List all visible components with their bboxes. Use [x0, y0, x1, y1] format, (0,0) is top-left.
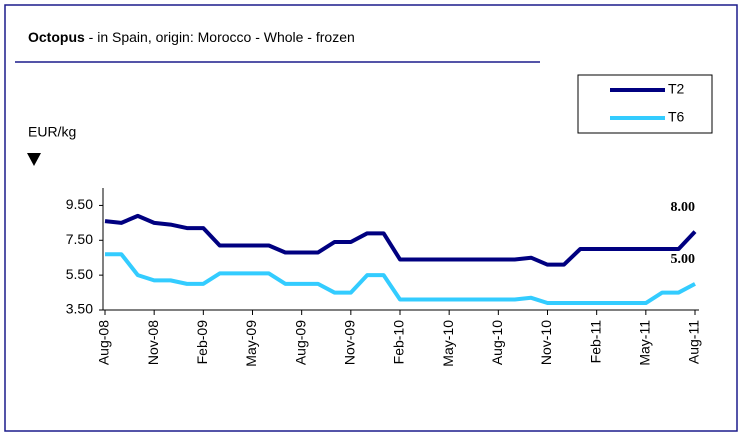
- frame: [4, 4, 738, 432]
- y-tick-label: 3.50: [66, 301, 93, 317]
- chart-title: Octopus - in Spain, origin: Morocco - Wh…: [28, 29, 355, 45]
- y-tick-label: 9.50: [66, 196, 93, 212]
- x-tick-label: Feb-09: [194, 320, 210, 365]
- x-tick-label: Feb-10: [391, 320, 407, 365]
- x-tick-label: May-11: [637, 320, 653, 366]
- y-tick-label: 5.50: [66, 266, 93, 282]
- legend-box: [577, 74, 713, 134]
- x-tick-label: Aug-11: [686, 320, 702, 364]
- x-tick-label: May-10: [440, 320, 456, 367]
- x-tick-label: Feb-11: [587, 320, 603, 364]
- data-label: 8.00: [671, 200, 696, 215]
- x-tick-label: Nov-10: [538, 320, 554, 365]
- x-tick-label: Nov-08: [145, 320, 161, 365]
- legend-label: T6: [668, 109, 685, 125]
- legend-label: T2: [668, 81, 685, 97]
- data-label: 5.00: [671, 252, 696, 267]
- series-line: [105, 252, 696, 306]
- title-rest: - in Spain, origin: Morocco - Whole - fr…: [85, 29, 355, 45]
- x-tick-label: Aug-10: [489, 320, 505, 365]
- y-tick-label: 7.50: [66, 231, 93, 247]
- title-bold: Octopus: [28, 29, 85, 45]
- arrow-icon: [27, 153, 41, 166]
- series-line: [104, 213, 697, 267]
- x-tick-label: Aug-08: [96, 320, 112, 365]
- x-tick-label: May-09: [243, 320, 259, 367]
- x-tick-label: Aug-09: [292, 320, 308, 365]
- y-axis-label: EUR/kg: [28, 124, 76, 140]
- x-tick-label: Nov-09: [342, 320, 358, 365]
